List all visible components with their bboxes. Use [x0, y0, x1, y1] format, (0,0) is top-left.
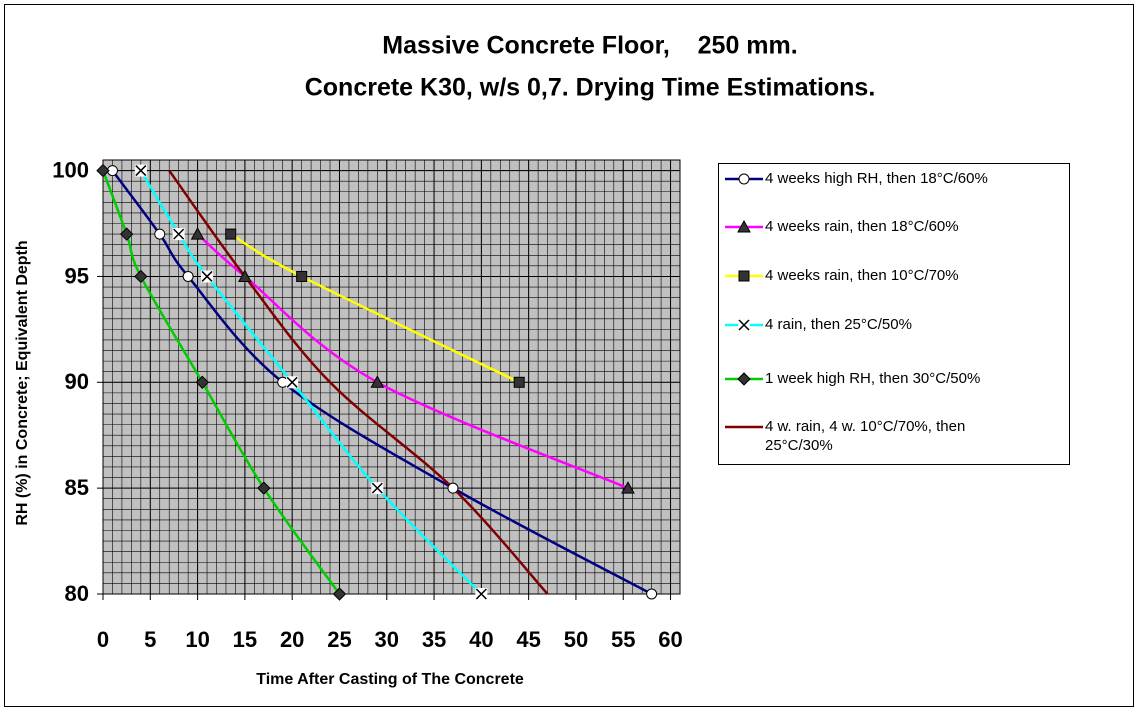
marker: [332, 587, 347, 601]
marker-x: [135, 165, 147, 177]
marker: [475, 588, 488, 600]
y-tick-label: 80: [65, 581, 89, 606]
marker: [738, 173, 750, 185]
x-tick-label: 55: [611, 627, 635, 652]
marker: [370, 375, 385, 388]
marker: [119, 227, 134, 241]
marker: [238, 269, 252, 282]
marker-x: [173, 228, 185, 240]
marker: [172, 228, 185, 241]
legend-entry: 4 rain, then 25°C/50%: [765, 316, 912, 333]
marker: [737, 219, 751, 233]
marker: [96, 163, 110, 178]
legend-entry: 4 w. rain, 4 w. 10°C/70%, then 25°C/30%: [765, 418, 966, 454]
y-tick-label: 95: [65, 263, 89, 288]
x-tick-label: 60: [658, 627, 682, 652]
legend-label: 4 weeks rain, then 10°C/70%: [765, 267, 959, 284]
series-line: [230, 233, 520, 384]
marker: [513, 376, 525, 388]
x-tick-label: 15: [233, 627, 257, 652]
legend-label: 4 w. rain, 4 w. 10°C/70%, then 25°C/30%: [765, 418, 966, 454]
marker: [296, 270, 308, 282]
marker-x: [475, 588, 487, 600]
marker: [738, 270, 750, 282]
marker: [737, 372, 751, 386]
marker: [371, 482, 384, 495]
legend-box: [718, 163, 1070, 465]
x-tick-label: 10: [185, 627, 209, 652]
plot-area: [103, 160, 680, 594]
x-tick-label: 45: [516, 627, 540, 652]
marker: [621, 481, 635, 494]
x-tick-label: 0: [97, 627, 109, 652]
y-axis-title: RH (%) in Concrete; Equivalent Depth: [14, 240, 31, 525]
plot-border: [102, 159, 681, 595]
y-tick-label: 85: [65, 475, 89, 500]
marker: [646, 588, 658, 600]
legend-label: 4 weeks rain, then 18°C/60%: [765, 218, 959, 235]
marker-x: [286, 376, 298, 388]
marker: [447, 482, 459, 494]
marker: [225, 228, 237, 240]
x-tick-label: 30: [375, 627, 399, 652]
series-line: [196, 233, 629, 490]
marker-x: [738, 319, 750, 331]
chart-title: Massive Concrete Floor, 250 mm.: [382, 32, 797, 60]
marker: [195, 375, 210, 389]
y-tick-label: 90: [65, 369, 89, 394]
marker: [257, 481, 271, 495]
marker: [134, 164, 147, 177]
marker-x: [201, 270, 213, 282]
legend-entry: 4 weeks high RH, then 18°C/60%: [765, 170, 988, 187]
x-axis-title: Time After Casting of The Concrete: [256, 671, 524, 688]
legend-label: 4 rain, then 25°C/50%: [765, 316, 912, 333]
marker-x: [371, 482, 383, 494]
marker: [154, 228, 166, 240]
y-tick-label: 100: [52, 157, 89, 182]
legend-label: 4 weeks high RH, then 18°C/60%: [765, 170, 988, 187]
series-line: [168, 169, 549, 595]
legend-label: 1 week high RH, then 30°C/50%: [765, 370, 981, 387]
x-tick-label: 25: [327, 627, 351, 652]
legend-entry: 4 weeks rain, then 10°C/70%: [765, 267, 959, 284]
x-tick-label: 50: [564, 627, 588, 652]
legend-entry: 4 weeks rain, then 18°C/60%: [765, 218, 959, 235]
x-tick-label: 5: [144, 627, 156, 652]
x-tick-label: 40: [469, 627, 493, 652]
legend-entry: 1 week high RH, then 30°C/50%: [765, 370, 981, 387]
marker: [182, 270, 194, 282]
marker: [134, 269, 148, 284]
marker: [738, 319, 750, 331]
x-tick-label: 20: [280, 627, 304, 652]
marker: [190, 227, 205, 240]
x-tick-label: 35: [422, 627, 446, 652]
chart-title: Concrete K30, w/s 0,7. Drying Time Estim…: [305, 74, 876, 102]
marker: [286, 376, 299, 389]
marker: [201, 270, 214, 283]
